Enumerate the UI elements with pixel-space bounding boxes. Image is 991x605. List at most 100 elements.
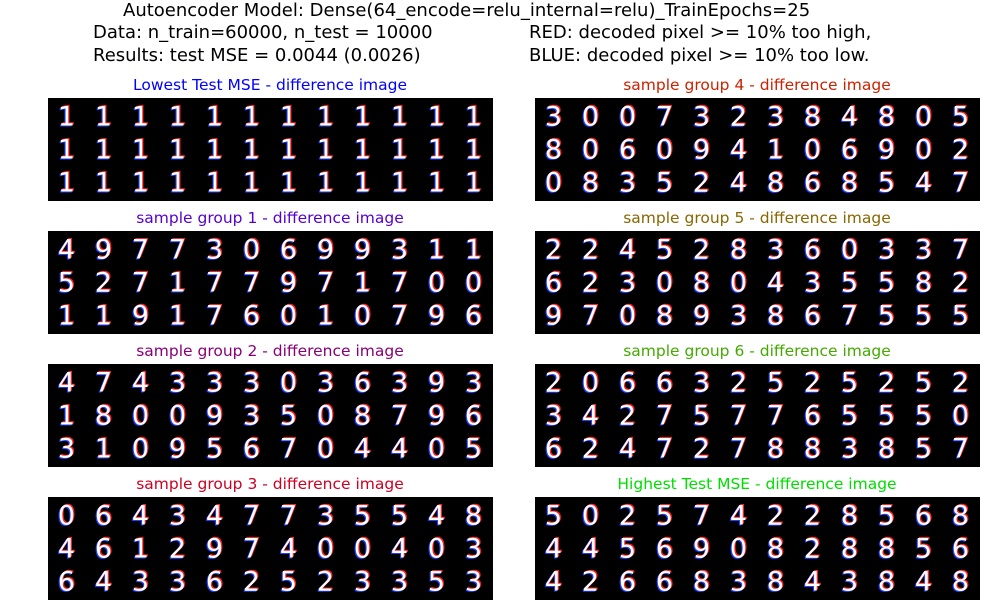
digit-difference-halo: 3 [768, 101, 785, 132]
digit-difference-halo: 1 [355, 167, 372, 198]
digit-glyph: 8 [95, 401, 112, 432]
digit-difference-halo: 8 [766, 534, 783, 565]
digit-glyph: 1 [169, 301, 186, 332]
digit-difference-halo: 5 [840, 368, 857, 399]
digit-glyph: 1 [354, 135, 371, 166]
digit-glyph: 1 [243, 102, 260, 133]
digit-glyph: 2 [619, 501, 636, 532]
digit-difference-halo: 6 [466, 300, 483, 331]
digit-glyph: 3 [693, 102, 710, 133]
digit-difference-halo: 1 [392, 101, 409, 132]
digit-glyph: 3 [465, 534, 482, 565]
digit-difference-halo: 3 [168, 501, 185, 532]
digit-glyph: 0 [656, 135, 673, 166]
digit-glyph: 5 [841, 401, 858, 432]
digit-difference-halo: 0 [914, 102, 931, 133]
digit-glyph: 3 [169, 501, 186, 532]
digit-difference-halo: 4 [279, 534, 296, 565]
digit-difference-halo: 0 [464, 268, 481, 299]
digit-glyph: 0 [804, 135, 821, 166]
digit-difference-halo: 1 [170, 267, 187, 298]
digit-difference-halo: 1 [133, 134, 150, 165]
digit-difference-halo: 0 [316, 401, 333, 432]
digit-difference-halo: 7 [279, 501, 296, 532]
digit-glyph: 3 [767, 102, 784, 133]
digit-difference-halo: 3 [840, 434, 857, 465]
digit-glyph: 4 [354, 434, 371, 465]
digit-difference-halo: 7 [583, 300, 600, 331]
digit-glyph: 0 [428, 434, 445, 465]
digit-difference-halo: 7 [131, 268, 148, 299]
digit-difference-halo: 5 [655, 501, 672, 532]
digit-difference-halo: 1 [766, 135, 783, 166]
digit-difference-halo: 8 [694, 566, 711, 597]
digit-glyph: 4 [582, 534, 599, 565]
digit-difference-halo: 6 [803, 401, 820, 432]
digit-difference-halo: 8 [879, 101, 896, 132]
digit-difference-halo: 1 [94, 168, 111, 199]
digit-glyph: 6 [804, 301, 821, 332]
digit-difference-halo: 2 [953, 367, 970, 398]
digit-glyph: 0 [465, 268, 482, 299]
digit-glyph: 9 [693, 301, 710, 332]
digit-difference-halo: 7 [729, 434, 746, 465]
digit-glyph: 3 [243, 368, 260, 399]
digit-difference-halo: 7 [729, 401, 746, 432]
digit-difference-halo: 8 [466, 500, 483, 531]
digit-glyph: 1 [169, 135, 186, 166]
digit-glyph: 2 [169, 534, 186, 565]
digit-difference-halo: 0 [655, 268, 672, 299]
digit-glyph: 3 [730, 301, 747, 332]
digit-glyph: 0 [243, 235, 260, 266]
digit-glyph: 0 [619, 102, 636, 133]
digit-glyph: 3 [169, 567, 186, 598]
digit-difference-halo: 5 [951, 102, 968, 133]
digit-glyph: 2 [730, 102, 747, 133]
digit-difference-halo: 0 [729, 534, 746, 565]
digit-difference-halo: 1 [390, 168, 407, 199]
digit-difference-halo: 6 [803, 235, 820, 266]
results-summary: Results: test MSE = 0.0044 (0.0026) [93, 45, 421, 66]
digit-difference-halo: 0 [316, 434, 333, 465]
digit-difference-halo: 2 [877, 368, 894, 399]
digit-difference-halo: 0 [544, 168, 561, 199]
digit-glyph: 4 [619, 235, 636, 266]
digit-glyph: 7 [952, 235, 969, 266]
digit-difference-halo: 1 [168, 102, 185, 133]
digit-difference-halo: 1 [355, 101, 372, 132]
digit-glyph: 2 [582, 434, 599, 465]
digit-difference-halo: 3 [168, 368, 185, 399]
digit-difference-halo: 8 [766, 567, 783, 598]
digit-difference-halo: 2 [96, 267, 113, 298]
digit-glyph: 3 [317, 501, 334, 532]
digit-difference-halo: 9 [94, 235, 111, 266]
digit-glyph: 6 [804, 168, 821, 199]
digit-difference-halo: 5 [877, 268, 894, 299]
digit-difference-halo: 8 [879, 533, 896, 564]
digit-difference-halo: 2 [951, 268, 968, 299]
digit-difference-halo: 2 [581, 567, 598, 598]
digit-difference-halo: 9 [879, 134, 896, 165]
digit-glyph: 9 [545, 301, 562, 332]
digit-glyph: 3 [243, 401, 260, 432]
digit-glyph: 3 [58, 434, 75, 465]
digit-glyph: 3 [915, 235, 932, 266]
digit-glyph: 1 [58, 102, 75, 133]
digit-difference-halo: 3 [59, 433, 76, 464]
digit-glyph: 9 [428, 368, 445, 399]
digit-difference-halo: 6 [618, 368, 635, 399]
digit-glyph: 4 [767, 268, 784, 299]
digit-difference-halo: 8 [766, 168, 783, 199]
digit-difference-halo: 6 [842, 134, 859, 165]
digit-difference-halo: 5 [879, 500, 896, 531]
digit-difference-halo: 2 [731, 101, 748, 132]
digit-difference-halo: 7 [657, 433, 674, 464]
digit-glyph: 7 [132, 235, 149, 266]
digit-difference-halo: 9 [429, 367, 446, 398]
digit-difference-halo: 8 [464, 501, 481, 532]
digit-difference-halo: 6 [96, 533, 113, 564]
digit-glyph: 5 [878, 401, 895, 432]
digit-difference-halo: 3 [620, 167, 637, 198]
digit-glyph: 0 [317, 434, 334, 465]
